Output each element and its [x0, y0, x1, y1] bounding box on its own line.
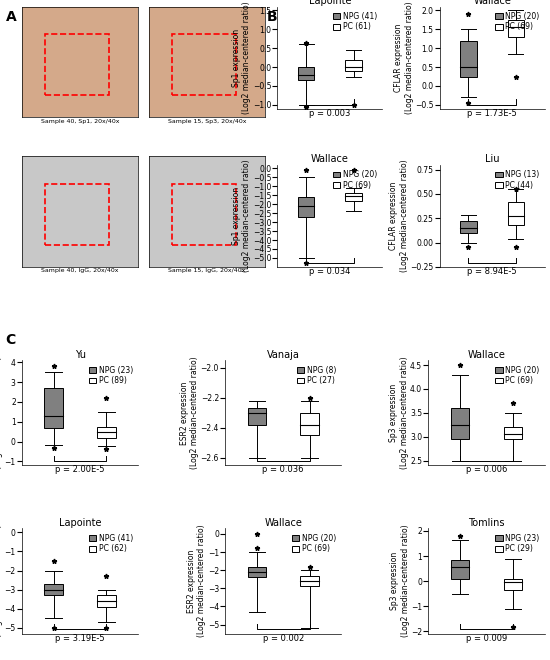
Text: A: A: [6, 10, 16, 24]
Title: Lapointe: Lapointe: [59, 517, 101, 528]
Text: p = 1.73E-5: p = 1.73E-5: [468, 109, 517, 117]
Bar: [460, 41, 477, 77]
Text: p = 0.009: p = 0.009: [466, 634, 507, 643]
Text: p = 8.94E-5: p = 8.94E-5: [468, 267, 517, 276]
Y-axis label: CFLAR expression
(Log2 median-centered ratio): CFLAR expression (Log2 median-centered r…: [389, 160, 409, 272]
X-axis label: Sample 15, IgG, 20x/40x: Sample 15, IgG, 20x/40x: [168, 268, 246, 273]
Text: p = 0.003: p = 0.003: [309, 109, 350, 117]
Text: p = 0.002: p = 0.002: [263, 634, 304, 643]
Legend: NPG (41), PC (61): NPG (41), PC (61): [331, 11, 378, 33]
Legend: NPG (41), PC (62): NPG (41), PC (62): [87, 533, 134, 555]
Title: Wallace: Wallace: [311, 154, 349, 164]
Y-axis label: AKR1C1 expression
(Log2 median-centered ratio): AKR1C1 expression (Log2 median-centered …: [0, 356, 3, 469]
Bar: [45, 388, 63, 428]
Bar: [298, 197, 315, 216]
Text: B: B: [267, 10, 277, 24]
Text: p = 2.00E-5: p = 2.00E-5: [56, 465, 105, 475]
Bar: [451, 560, 469, 579]
Bar: [298, 67, 315, 81]
Bar: [508, 202, 524, 225]
Y-axis label: Sp3 expression
(Log2 median-centered ratio): Sp3 expression (Log2 median-centered rat…: [390, 525, 410, 638]
Bar: [300, 576, 319, 585]
Text: C: C: [6, 333, 16, 347]
Bar: [504, 579, 522, 590]
Y-axis label: Sp3 expression
(Log2 median-centered ratio): Sp3 expression (Log2 median-centered rat…: [389, 356, 409, 469]
Text: p = 0.036: p = 0.036: [262, 465, 304, 475]
Legend: NPG (8), PC (27): NPG (8), PC (27): [295, 364, 338, 387]
Title: Wallace: Wallace: [468, 350, 505, 360]
Legend: NPG (13), PC (44): NPG (13), PC (44): [493, 169, 541, 191]
X-axis label: Sample 40, IgG, 20x/40x: Sample 40, IgG, 20x/40x: [41, 268, 119, 273]
Title: Liu: Liu: [485, 154, 499, 164]
Y-axis label: Sp1 expression
(Log2 median-centered ratio): Sp1 expression (Log2 median-centered rat…: [232, 160, 251, 272]
Text: p = 0.006: p = 0.006: [466, 465, 507, 475]
Title: Tomlins: Tomlins: [468, 517, 505, 528]
Bar: [300, 413, 319, 436]
X-axis label: Sample 15, Sp3, 20x/40x: Sample 15, Sp3, 20x/40x: [168, 119, 246, 124]
Y-axis label: Sp1 expression
(Log2 median-centered ratio): Sp1 expression (Log2 median-centered rat…: [232, 1, 251, 114]
X-axis label: Sample 40, Sp1, 20x/40x: Sample 40, Sp1, 20x/40x: [41, 119, 119, 124]
Legend: NPG (20), PC (69): NPG (20), PC (69): [331, 169, 378, 191]
Bar: [45, 584, 63, 595]
Bar: [504, 427, 522, 439]
Y-axis label: ESR2 expression
(Log2 median-centered ratio): ESR2 expression (Log2 median-centered ra…: [187, 525, 206, 638]
Bar: [248, 566, 266, 578]
Bar: [248, 409, 266, 425]
Bar: [460, 221, 477, 233]
Y-axis label: CFLAR expression
(Log2 median-centered ratio): CFLAR expression (Log2 median-centered r…: [394, 1, 414, 114]
Bar: [97, 595, 116, 607]
Text: p = 3.19E-5: p = 3.19E-5: [55, 634, 105, 643]
Title: Wallace: Wallace: [473, 0, 511, 6]
Bar: [345, 193, 362, 201]
Title: Lapointe: Lapointe: [309, 0, 351, 6]
Title: Wallace: Wallace: [265, 517, 302, 528]
Text: p = 0.034: p = 0.034: [309, 267, 350, 276]
Bar: [97, 427, 116, 438]
Title: Vanaja: Vanaja: [267, 350, 300, 360]
Legend: NPG (20), PC (69): NPG (20), PC (69): [493, 364, 541, 387]
Y-axis label: ESR2 expression
(Log2 median-centered ratio): ESR2 expression (Log2 median-centered ra…: [180, 356, 199, 469]
Title: Yu: Yu: [75, 350, 86, 360]
Legend: NPG (23), PC (29): NPG (23), PC (29): [493, 533, 541, 555]
Legend: NPG (23), PC (89): NPG (23), PC (89): [87, 364, 134, 387]
Bar: [508, 20, 524, 37]
Bar: [451, 408, 469, 439]
Y-axis label: AKR1C1 expression
(Log2 median-centered ratio): AKR1C1 expression (Log2 median-centered …: [0, 525, 3, 638]
Bar: [345, 59, 362, 71]
Legend: NPG (20), PC (69): NPG (20), PC (69): [290, 533, 338, 555]
Legend: NPG (20), PC (69): NPG (20), PC (69): [493, 11, 541, 33]
